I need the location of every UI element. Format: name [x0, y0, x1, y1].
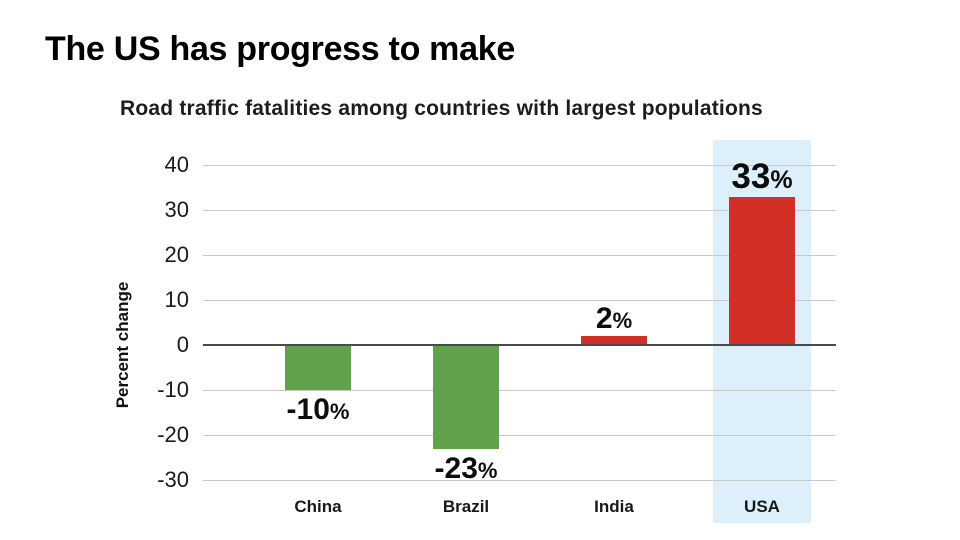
y-tick-label: -20 [157, 422, 189, 447]
zero-axis-line [203, 344, 836, 346]
y-tick-label: 30 [164, 197, 189, 222]
slide-title: The US has progress to make [45, 30, 515, 68]
x-category-label-india: India [594, 497, 634, 516]
y-axis-title: Percent change [113, 281, 132, 409]
gridline [203, 210, 836, 211]
bar-brazil [433, 345, 499, 449]
gridline [203, 390, 836, 391]
value-label-brazil: -23% [434, 451, 498, 485]
value-number: -10 [286, 393, 330, 426]
y-tick-label: -10 [157, 377, 189, 402]
value-number: -23 [434, 451, 478, 485]
value-number: 33 [731, 156, 771, 196]
value-label-india: 2% [596, 304, 632, 334]
gridline [203, 165, 836, 166]
value-number: 2 [595, 302, 613, 335]
gridline [203, 480, 836, 481]
percent-sign: % [329, 399, 350, 424]
percent-sign: % [612, 308, 633, 333]
value-label-usa: 33% [731, 159, 792, 194]
y-tick-label: 40 [164, 152, 189, 177]
chart-title: Road traffic fatalities among countries … [120, 97, 763, 120]
percent-sign: % [477, 457, 498, 483]
y-tick-label: 10 [164, 287, 189, 312]
value-label-china: -10% [287, 395, 350, 425]
y-tick-label: 20 [164, 242, 189, 267]
bar-usa [729, 196, 795, 345]
bar-china [285, 345, 351, 390]
gridline [203, 435, 836, 436]
x-category-label-usa: USA [744, 497, 780, 516]
gridline [203, 300, 836, 301]
x-category-label-brazil: Brazil [442, 497, 490, 516]
percent-sign: % [770, 165, 793, 194]
y-tick-label: 0 [176, 332, 189, 357]
y-tick-label: -30 [157, 467, 189, 492]
plot-area: Percent change 40 30 20 10 0 -10 -20 -30 -10% Chi… [113, 140, 836, 523]
gridline [203, 255, 836, 256]
x-category-label-china: China [294, 497, 342, 516]
bar-india [581, 336, 647, 345]
